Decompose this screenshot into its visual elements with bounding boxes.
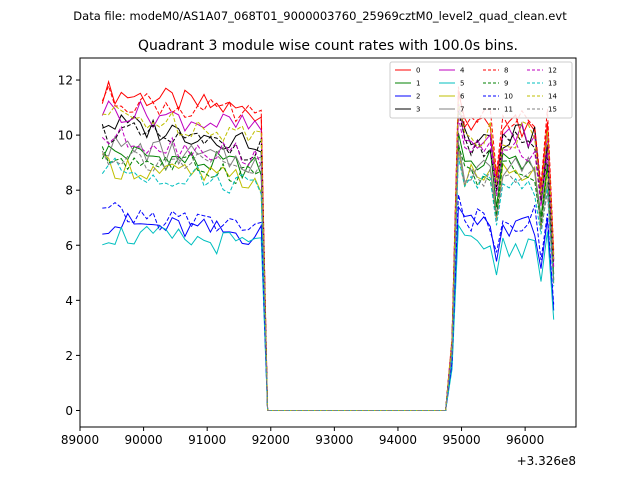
y-tick-label: 10 [58, 129, 73, 143]
x-tick-label: 96000 [506, 433, 544, 447]
x-tick-label: 94000 [379, 433, 417, 447]
series-layer [101, 79, 555, 411]
legend-label-7: 7 [460, 106, 464, 114]
legend-label-2: 2 [416, 93, 420, 101]
legend-label-6: 6 [460, 93, 465, 101]
legend-label-3: 3 [416, 106, 420, 114]
chart-title: Quadrant 3 module wise count rates with … [138, 38, 518, 54]
y-tick-label: 4 [65, 294, 73, 308]
legend-label-5: 5 [460, 80, 464, 88]
legend-box [389, 61, 573, 119]
legend-label-11: 11 [504, 106, 513, 114]
x-offset-label: +3.326e8 [517, 454, 576, 468]
legend-label-14: 14 [548, 93, 557, 101]
legend-label-8: 8 [504, 67, 508, 75]
legend-label-13: 13 [548, 80, 557, 88]
legend-label-15: 15 [548, 106, 557, 114]
legend-label-0: 0 [416, 67, 420, 75]
chart-suptitle: Data file: modeM0/AS1A07_068T01_90000037… [73, 9, 567, 23]
y-tick-label: 8 [65, 184, 73, 198]
y-tick-label: 0 [65, 404, 73, 418]
axes-frame [79, 57, 577, 428]
y-tick-label: 2 [65, 349, 73, 363]
ticks-layer: 89000 90000 91000 92000 93000 94000 95000 96000… [58, 74, 545, 447]
legend-label-9: 9 [504, 80, 508, 88]
x-tick-label: 93000 [315, 433, 353, 447]
x-tick-label: 89000 [61, 433, 99, 447]
x-tick-label: 92000 [252, 433, 290, 447]
y-tick-label: 6 [65, 239, 73, 253]
x-tick-label: 90000 [124, 433, 162, 447]
axes-layer [79, 57, 577, 428]
y-tick-label: 12 [58, 74, 73, 88]
legend-label-12: 12 [548, 67, 557, 75]
legend-label-1: 1 [416, 80, 420, 88]
legend-label-4: 4 [460, 67, 465, 75]
series-line-15 [101, 150, 555, 411]
x-tick-label: 95000 [442, 433, 480, 447]
x-tick-label: 91000 [188, 433, 226, 447]
legend-label-10: 10 [504, 93, 513, 101]
